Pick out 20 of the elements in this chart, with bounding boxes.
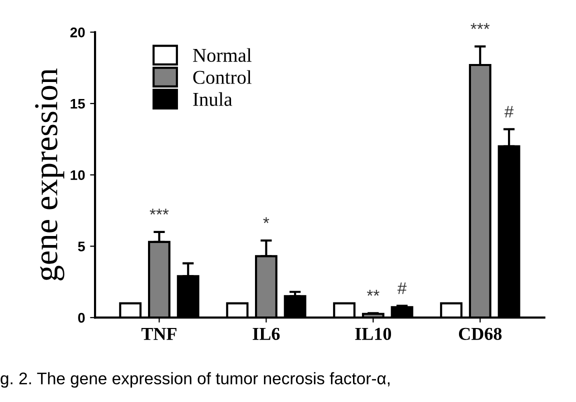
legend-label: Inula: [193, 92, 232, 106]
y-tick-label: 15: [70, 98, 85, 109]
data-label: #: [397, 282, 407, 294]
data-label: #: [504, 106, 514, 118]
y-tick-label: 20: [70, 27, 85, 38]
y-tick-label: 0: [78, 312, 85, 323]
x-tick-label: TNF: [141, 328, 176, 340]
legend-label: Normal: [193, 48, 252, 62]
legend-label: Control: [193, 70, 252, 84]
data-label: **: [366, 290, 380, 296]
data-label: ***: [470, 23, 490, 30]
y-axis-title: gene expression: [35, 68, 64, 280]
text: g. 2. The gene expression of tumor necrosis factor-α,: [0, 372, 390, 388]
data-label: *: [263, 217, 270, 224]
x-tick-label: IL6: [252, 328, 280, 340]
y-tick-label: 5: [78, 242, 85, 252]
x-tick-label: CD68: [458, 328, 502, 340]
x-tick-label: IL10: [355, 328, 392, 340]
y-tick-label: 10: [70, 170, 85, 180]
data-label: ***: [150, 208, 169, 215]
